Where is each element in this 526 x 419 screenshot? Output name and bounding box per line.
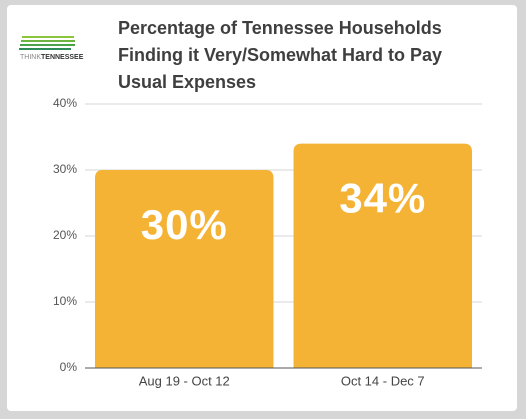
y-tick-label: 10% — [53, 294, 77, 308]
y-tick-label: 30% — [53, 162, 77, 176]
x-tick-label: Aug 19 - Oct 12 — [139, 373, 230, 388]
chart-title: Percentage of Tennessee Households Findi… — [118, 18, 443, 92]
logo-stripe — [20, 44, 75, 46]
logo-stripe — [21, 40, 75, 42]
logo-prefix: THINK — [20, 54, 41, 61]
x-tick-label: Oct 14 - Dec 7 — [341, 373, 425, 388]
y-tick-label: 0% — [60, 360, 78, 374]
value-label: 34% — [339, 175, 426, 222]
y-tick-label: 40% — [53, 96, 77, 110]
bar — [293, 143, 472, 368]
logo-icon — [19, 36, 75, 50]
logo-stripe — [19, 48, 71, 50]
logo-stripe — [22, 36, 74, 38]
y-tick-label: 20% — [53, 228, 77, 242]
value-label: 30% — [141, 201, 228, 248]
bar — [95, 170, 274, 368]
logo-name: TENNESSEE — [41, 54, 84, 61]
logo-text: THINKTENNESSEE — [20, 54, 84, 61]
